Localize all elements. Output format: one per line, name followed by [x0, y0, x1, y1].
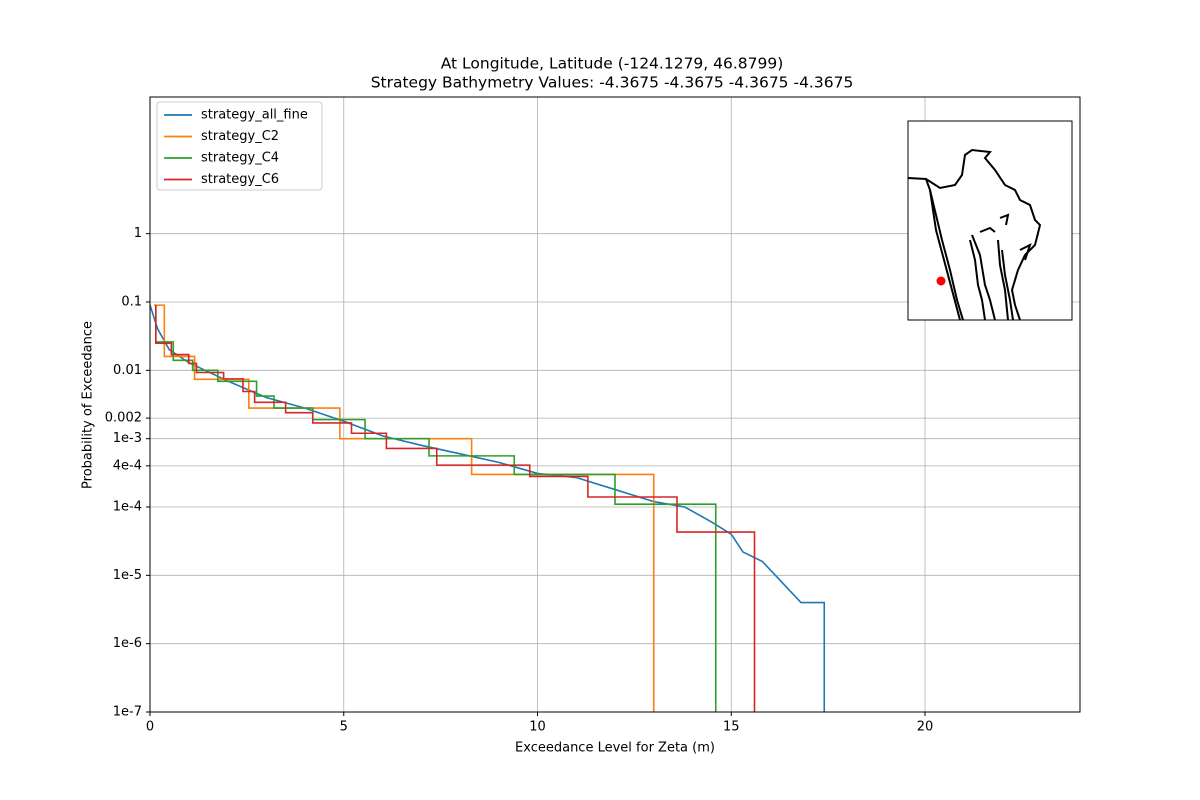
y-tick-label: 1e-6 [113, 636, 142, 651]
y-tick-label: 1e-7 [113, 705, 142, 720]
inset-frame [907, 120, 1073, 321]
series-line [153, 304, 655, 712]
y-tick-label: 1e-5 [113, 568, 142, 583]
legend: strategy_all_fine strategy_C2 strategy_C4s… [156, 101, 323, 191]
chart-subtitle: Strategy Bathymetry Values: -4.3675 -4.3… [371, 74, 854, 92]
y-tick-label: 4e-4 [113, 458, 142, 473]
series-line [155, 305, 756, 712]
axes-frame [149, 96, 1081, 713]
y-tick-label: 0.1 [121, 295, 142, 310]
legend-label: strategy_all_fine [201, 108, 308, 123]
legend-label: strategy_C6 [201, 172, 279, 187]
y-tick-label: 1e-4 [113, 500, 142, 515]
y-tick-label: 1 [134, 226, 142, 241]
coastline [907, 148, 1042, 321]
plot-area: 0 5 10 15 20 1e-7 1e-6 1e-5 1e-4 4e-4 1e-3 0.002 0.0… [105, 97, 1080, 735]
y-tick-label: 0.002 [105, 411, 142, 426]
x-tick-label: 15 [723, 720, 740, 735]
x-tick-label: 10 [529, 720, 546, 735]
location-marker [936, 276, 946, 286]
legend-frame [156, 101, 323, 191]
x-axis-label: Exceedance Level for Zeta (m) [515, 741, 715, 756]
x-tick-label: 5 [340, 720, 348, 735]
legend-label: strategy_C4 [201, 151, 279, 166]
y-axis-label: Probability of Exceedance [81, 321, 96, 489]
x-tick-label: 0 [146, 720, 154, 735]
y-tick-label: 1e-3 [113, 431, 142, 446]
x-tick-label: 20 [917, 720, 934, 735]
y-tick-label: 0.01 [113, 363, 142, 378]
chart-title: At Longitude, Latitude (-124.1279, 46.87… [441, 55, 784, 73]
inset-map [907, 120, 1073, 321]
legend-label: strategy_C2 [201, 129, 279, 144]
